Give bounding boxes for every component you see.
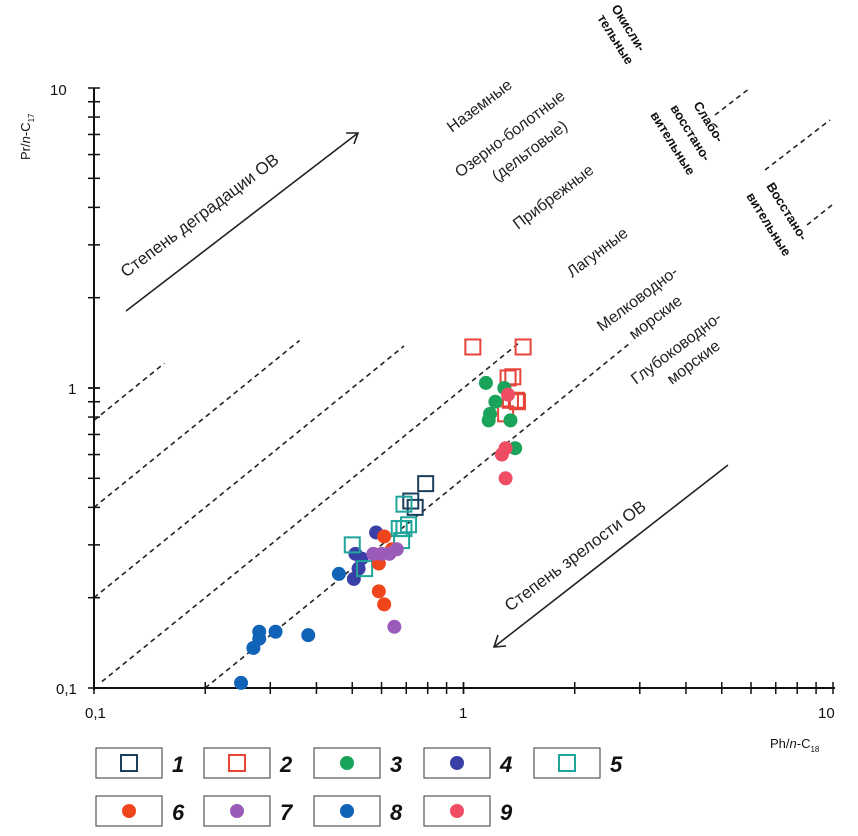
redox-boundary-1 [714,87,751,116]
maturity-arrow-head [492,634,507,648]
legend-box [95,747,163,779]
degradation-arrow-label: Степень деградации ОВ [117,150,282,281]
legend-item-5: 5 [533,747,623,779]
data-point [234,675,249,690]
y-tick-label-10: 10 [50,82,67,99]
x-tick-label-1: 1 [459,705,467,722]
legend-item-2: 2 [203,747,293,779]
data-point [371,584,386,599]
zone-label-lagoonal: Лагунные [564,225,631,282]
data-point [343,536,361,554]
boundary-line-1 [93,362,165,421]
legend-label: 3 [390,752,402,777]
maturity-arrow-label: Степень зрелости ОВ [501,497,650,616]
x-axis-ticks [93,682,834,694]
data-point [387,619,402,634]
legend-label: 9 [500,800,513,825]
data-point [481,413,496,428]
legend-label: 2 [279,752,293,777]
legend-label: 8 [390,800,403,825]
y-axis-ticks [88,87,100,689]
legend-marker [120,754,138,772]
data-point [514,338,532,356]
y-axis-title: Pr/n-C17 [18,113,36,160]
x-tick-label-0-1: 0,1 [85,705,106,722]
data-point [356,560,374,578]
legend-label: 5 [610,752,623,777]
x-axis-title: Ph/n-C18 [770,736,820,754]
degradation-arrow-head [346,132,360,145]
series-1 [402,475,435,516]
data-point [400,516,418,534]
redox-boundary-3 [806,204,833,226]
legend-marker [558,754,576,772]
data-point [389,542,404,557]
series-9 [494,387,516,486]
data-point [301,628,316,643]
series-7 [366,542,404,634]
data-point [406,498,424,516]
degradation-arrow-line [125,132,359,312]
legend-item-6: 6 [95,795,185,827]
legend-item-4: 4 [423,747,512,779]
data-point [390,520,408,538]
series-3 [478,375,523,456]
legend-item-3: 3 [313,747,402,779]
x-tick-label-10: 10 [818,705,835,722]
legend-marker [122,804,136,818]
zone-label-coastal: Прибрежные [510,162,597,233]
legend-marker [450,756,464,770]
redox-boundary-segments [714,87,833,226]
data-point [504,368,522,386]
data-point [331,566,346,581]
legend-item-7: 7 [203,795,294,827]
redox-boundary-2 [764,119,831,171]
legend-label: 4 [499,752,512,777]
data-point [417,475,435,493]
data-point [377,597,392,612]
data-point [246,640,261,655]
data-points [234,338,532,690]
legend-label: 1 [172,752,184,777]
degradation-arrow: Степень деградации ОВ [117,132,360,312]
legend-box [533,747,601,779]
boundary-lines [93,339,633,689]
legend-box [203,747,271,779]
legend-marker [228,754,246,772]
data-point [494,447,509,462]
redox-labels: Окисли- тельные Слабо- восстано- вительн… [594,2,810,259]
legend-item-8: 8 [313,795,403,827]
legend-label: 6 [172,800,185,825]
maturity-arrow: Степень зрелости ОВ [492,464,729,648]
data-point [464,338,482,356]
legend-marker [230,804,244,818]
data-point [268,624,283,639]
maturity-arrow-line [493,464,729,648]
series-5 [343,495,418,578]
data-point [501,387,516,402]
legend-item-9: 9 [423,795,513,827]
axes [88,87,835,694]
boundary-line-3 [93,345,405,599]
y-tick-label-0-1: 0,1 [56,681,77,698]
boundary-line-2 [93,339,301,509]
legend-label: 7 [280,800,294,825]
legend: 1 2 3 4 5 6 7 8 9 [95,747,623,827]
data-point [498,471,513,486]
data-point [488,394,503,409]
series-8 [234,566,346,690]
data-point [508,393,526,411]
legend-marker [340,756,354,770]
data-point [503,413,518,428]
legend-marker [340,804,354,818]
data-point [478,375,493,390]
legend-item-1: 1 [95,747,184,779]
legend-marker [450,804,464,818]
data-point [508,441,523,456]
series-2 [464,338,532,423]
data-point [395,495,413,513]
y-tick-label-1: 1 [68,381,76,398]
data-point [377,529,392,544]
